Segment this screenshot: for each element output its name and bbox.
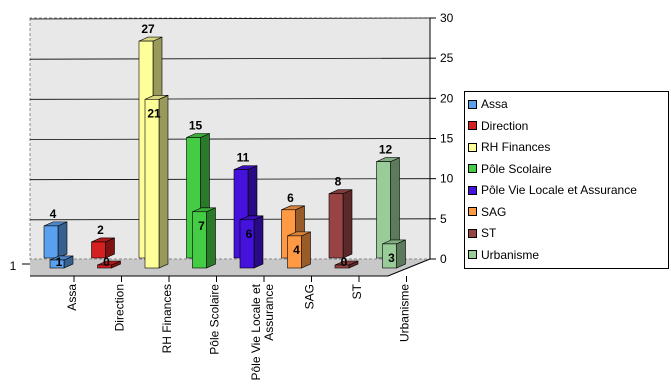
depth-axis-label: 1 xyxy=(10,259,17,273)
y-tick-label: 5 xyxy=(440,212,447,226)
data-label: 0 xyxy=(103,255,110,269)
y-tick-label: 15 xyxy=(440,132,454,146)
x-tick-label: ST xyxy=(350,283,364,299)
bar xyxy=(328,189,353,259)
bar xyxy=(192,207,216,269)
x-tick-label: Pôle Vie Locale etAssurance xyxy=(249,283,276,380)
legend-swatch xyxy=(468,99,477,109)
y-axis: 0 5 10 15 20 25 30 xyxy=(429,11,454,266)
data-label: 12 xyxy=(379,143,393,157)
bar xyxy=(239,215,264,269)
legend-swatch xyxy=(468,142,477,152)
data-label: 0 xyxy=(341,255,348,269)
legend: Assa Direction RH Finances Pôle Scolaire Pôl… xyxy=(464,91,669,269)
legend-swatch xyxy=(468,207,477,216)
data-label: 15 xyxy=(189,119,203,133)
data-label: 4 xyxy=(50,207,57,221)
legend-swatch xyxy=(468,185,477,195)
data-label: 7 xyxy=(198,219,205,233)
legend-item: Pôle Vie Locale et Assurance xyxy=(468,182,637,198)
bar xyxy=(144,94,169,269)
x-tick-label: Urbanisme xyxy=(398,284,412,342)
bar xyxy=(43,221,68,259)
data-label: 11 xyxy=(237,151,250,165)
gridline xyxy=(29,218,431,221)
bars: 4 2 27 15 11 6 8 12 1 0 21 7 6 4 0 3 xyxy=(43,22,406,269)
legend-item: Urbanisme xyxy=(468,247,539,263)
x-tick-label: Pôle Scolaire xyxy=(208,284,222,355)
bar xyxy=(91,237,115,259)
legend-item: SAG xyxy=(468,204,506,220)
bar xyxy=(334,260,359,269)
gridline xyxy=(29,138,431,140)
x-tick-label: Assa xyxy=(65,284,79,311)
data-label: 3 xyxy=(388,251,395,265)
bar xyxy=(287,231,311,269)
chart-walls xyxy=(29,17,431,277)
x-tick-label: RH Finances xyxy=(160,284,174,353)
legend-label: RH Finances xyxy=(481,140,551,154)
y-tick-label: 20 xyxy=(440,91,454,105)
y-tick-label: 25 xyxy=(440,51,454,65)
data-label: 21 xyxy=(147,106,161,120)
y-tick-label: 10 xyxy=(440,172,454,186)
legend-item: ST xyxy=(468,225,496,241)
gridlines xyxy=(29,17,431,221)
legend-swatch xyxy=(468,250,477,259)
bar xyxy=(97,260,121,269)
legend-item: Direction xyxy=(468,118,528,134)
data-label: 1 xyxy=(56,255,63,269)
data-label: 4 xyxy=(293,243,300,257)
data-label: 2 xyxy=(97,223,104,237)
gridline xyxy=(29,178,431,181)
gridline xyxy=(29,97,431,100)
legend-item: Assa xyxy=(468,96,508,112)
legend-label: Pôle Scolaire xyxy=(481,161,552,176)
legend-label: Assa xyxy=(481,97,508,111)
legend-label: ST xyxy=(481,226,497,240)
legend-item: RH Finances xyxy=(468,139,550,155)
y-tick-label: 30 xyxy=(440,11,454,25)
legend-swatch xyxy=(468,164,477,173)
legend-swatch xyxy=(468,121,477,130)
bar xyxy=(49,255,74,269)
gridline xyxy=(29,17,431,20)
legend-label: Direction xyxy=(481,118,529,133)
legend-item: Pôle Scolaire xyxy=(468,161,552,177)
gridline xyxy=(29,57,431,60)
legend-label: Urbanisme xyxy=(481,247,540,262)
bar xyxy=(382,239,406,269)
x-tick-label: Direction xyxy=(113,284,127,331)
data-label: 27 xyxy=(141,22,155,36)
y-tick-label: 0 xyxy=(440,252,447,266)
legend-label: Pôle Vie Locale et Assurance xyxy=(481,183,637,197)
data-label: 6 xyxy=(287,191,294,205)
x-tick-label: SAG xyxy=(303,284,317,309)
legend-label: SAG xyxy=(481,204,507,219)
data-label: 6 xyxy=(246,227,253,241)
x-axis: Assa Direction RH Finances Pôle Scolaire Pôl… xyxy=(22,263,412,381)
data-label: 8 xyxy=(335,175,342,189)
bar xyxy=(376,157,400,259)
legend-swatch xyxy=(468,228,477,238)
